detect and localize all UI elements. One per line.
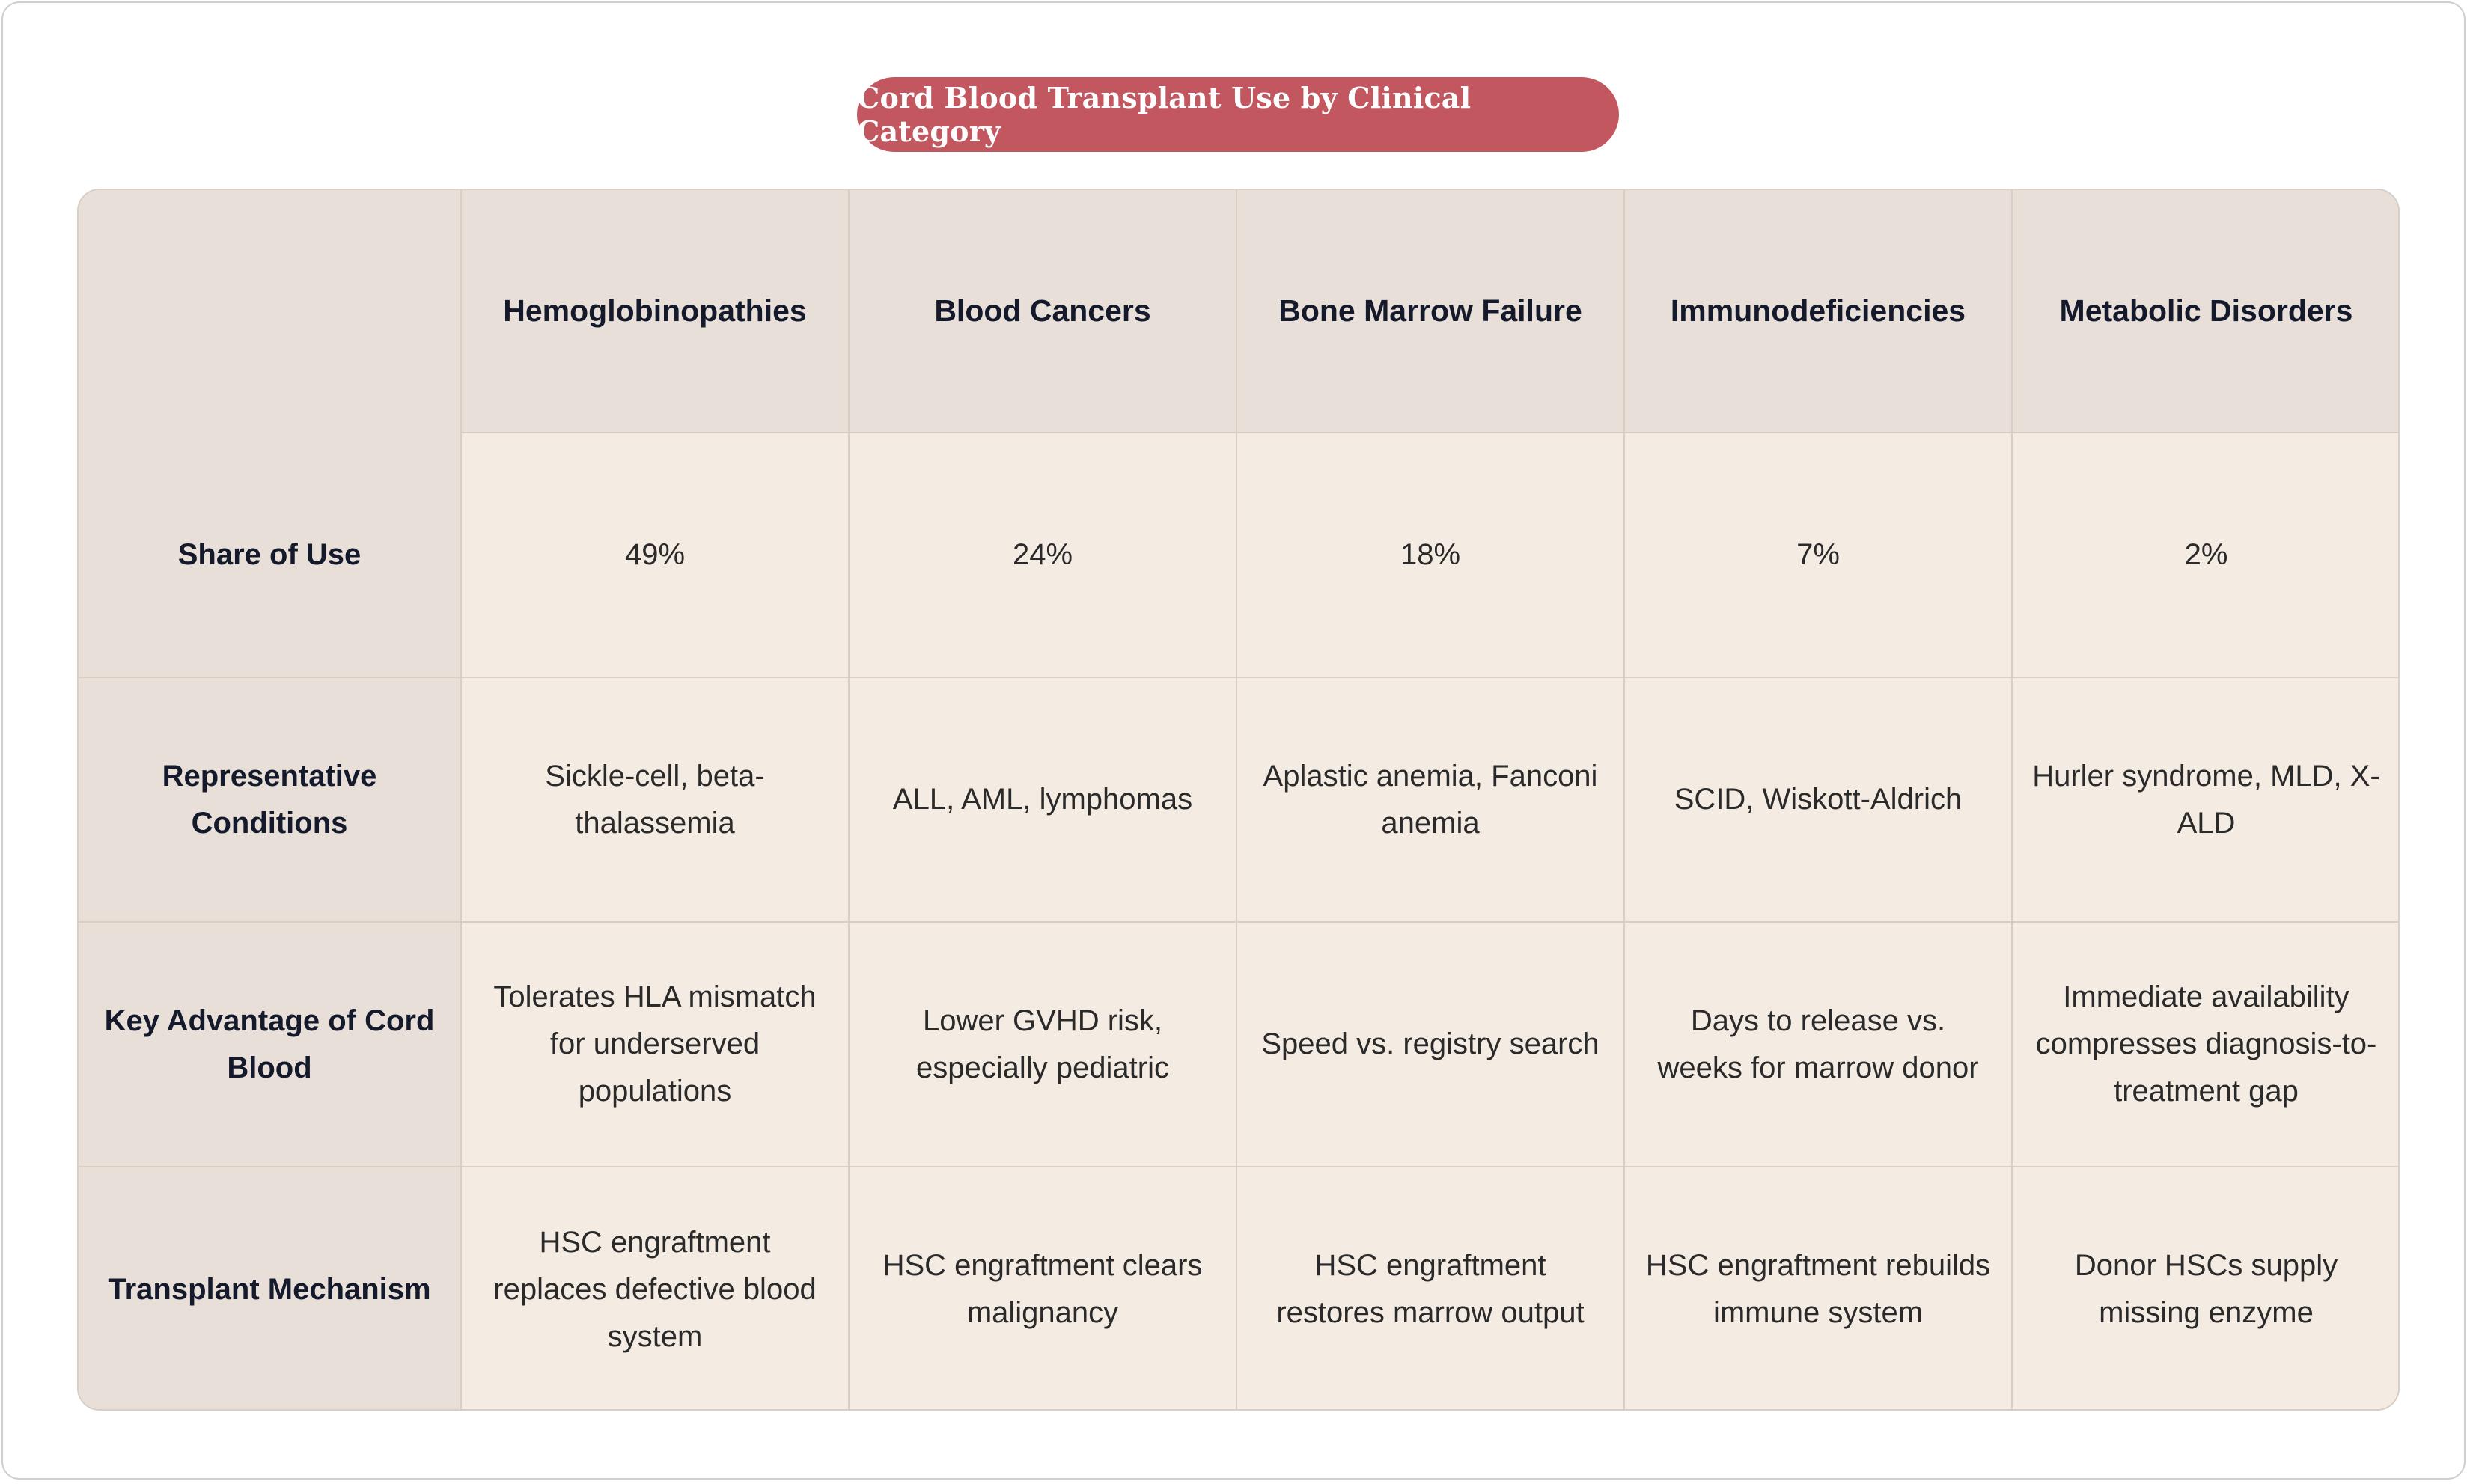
page-title: Cord Blood Transplant Use by Clinical Ca… <box>857 77 1619 152</box>
table-cell: 7% <box>1623 432 2013 678</box>
table-cell: 18% <box>1236 432 1625 678</box>
table-cell: HSC engraftment clears malignancy <box>848 1166 1237 1409</box>
table-cell: 2% <box>2011 432 2398 678</box>
table-row-transplant-mechanism: Transplant Mechanism HSC engraftment rep… <box>79 1166 2398 1409</box>
table-cell: Hurler syndrome, MLD, X-ALD <box>2011 677 2398 923</box>
table-row-share-of-use: Share of Use 49% 24% 18% 7% 2% <box>79 432 2398 678</box>
table-cell: HSC engraftment rebuilds immune system <box>1623 1166 2013 1409</box>
comparison-table-container: Hemoglobinopathies Blood Cancers Bone Ma… <box>77 189 2400 1411</box>
row-header: Representative Conditions <box>79 677 462 923</box>
table-cell: 24% <box>848 432 1237 678</box>
table-cell: Days to release vs. weeks for marrow don… <box>1623 921 2013 1167</box>
column-header-hemoglobinopathies: Hemoglobinopathies <box>460 190 850 433</box>
table-cell: SCID, Wiskott-Aldrich <box>1623 677 2013 923</box>
table-cell: HSC engraftment restores marrow output <box>1236 1166 1625 1409</box>
table-cell: HSC engraftment replaces defective blood… <box>460 1166 850 1409</box>
column-header-metabolic-disorders: Metabolic Disorders <box>2011 190 2398 433</box>
column-header-immunodeficiencies: Immunodeficiencies <box>1623 190 2013 433</box>
column-header-blood-cancers: Blood Cancers <box>848 190 1237 433</box>
row-header: Transplant Mechanism <box>79 1166 462 1409</box>
row-header: Share of Use <box>79 433 462 678</box>
comparison-table: Hemoglobinopathies Blood Cancers Bone Ma… <box>79 190 2398 1409</box>
table-cell: Aplastic anemia, Fanconi anemia <box>1236 677 1625 923</box>
table-cell: Speed vs. registry search <box>1236 921 1625 1167</box>
table-row-key-advantage: Key Advantage of Cord Blood Tolerates HL… <box>79 921 2398 1167</box>
table-row-representative-conditions: Representative Conditions Sickle-cell, b… <box>79 677 2398 923</box>
table-cell: 49% <box>460 432 850 678</box>
table-cell: Lower GVHD risk, especially pediatric <box>848 921 1237 1167</box>
column-header-bone-marrow-failure: Bone Marrow Failure <box>1236 190 1625 433</box>
table-cell: Immediate availability compresses diagno… <box>2011 921 2398 1167</box>
table-corner-cell <box>79 190 462 433</box>
table-cell: Donor HSCs supply missing enzyme <box>2011 1166 2398 1409</box>
table-header-row: Hemoglobinopathies Blood Cancers Bone Ma… <box>79 190 2398 433</box>
row-header: Key Advantage of Cord Blood <box>79 921 462 1167</box>
table-cell: Sickle-cell, beta-thalassemia <box>460 677 850 923</box>
table-cell: Tolerates HLA mismatch for underserved p… <box>460 921 850 1167</box>
table-cell: ALL, AML, lymphomas <box>848 677 1237 923</box>
